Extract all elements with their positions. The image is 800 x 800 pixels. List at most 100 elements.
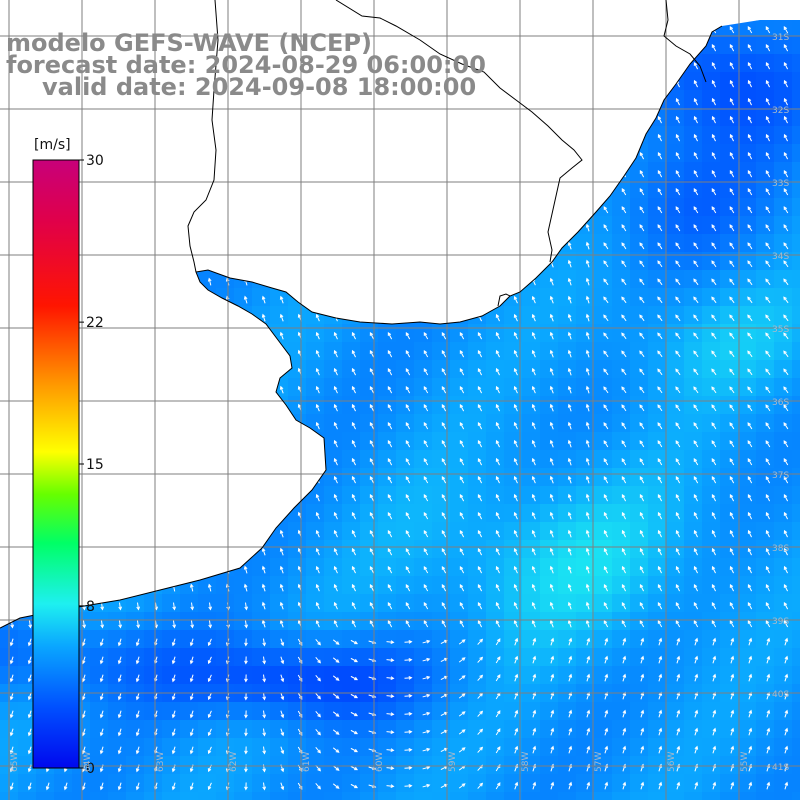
wind-arrow: [386, 748, 395, 752]
wind-arrow: [477, 728, 484, 735]
field-cell: [504, 738, 523, 757]
wind-arrow: [604, 781, 609, 790]
field-cell: [558, 576, 577, 595]
field-cell: [702, 594, 721, 613]
field-cell: [450, 324, 469, 343]
field-cell: [792, 108, 800, 127]
field-cell: [306, 558, 325, 577]
wind-arrow: [549, 457, 554, 466]
field-cell: [630, 198, 649, 217]
field-cell: [360, 324, 379, 343]
wind-arrow: [639, 422, 645, 430]
wind-arrow: [422, 657, 431, 662]
wind-arrow: [747, 296, 753, 304]
field-cell: [360, 720, 379, 739]
field-cell: [450, 666, 469, 685]
wind-arrow: [315, 783, 321, 790]
wind-arrow: [639, 169, 645, 178]
field-cell: [738, 144, 757, 163]
field-cell: [792, 144, 800, 163]
wind-arrow: [693, 296, 699, 304]
wind-arrow: [404, 694, 413, 698]
field-cell: [198, 738, 217, 757]
field-cell: [270, 558, 289, 577]
wind-arrow: [765, 368, 771, 376]
field-cell: [450, 360, 469, 379]
lon-label: 64W: [83, 752, 93, 772]
wind-arrow: [117, 638, 122, 647]
wind-arrow: [279, 331, 284, 340]
field-cell: [342, 612, 361, 631]
field-cell: [270, 648, 289, 667]
field-cell: [378, 450, 397, 469]
wind-arrow: [351, 475, 356, 484]
field-cell: [378, 630, 397, 649]
field-cell: [720, 414, 739, 433]
wind-arrow: [604, 655, 609, 664]
wind-arrow: [603, 206, 609, 214]
wind-arrow: [711, 458, 717, 466]
border-line: [497, 293, 511, 307]
colorbar-gradient: [32, 159, 80, 769]
field-cell: [234, 738, 253, 757]
wind-arrow: [422, 765, 431, 770]
field-cell: [270, 594, 289, 613]
field-cell: [540, 594, 559, 613]
wind-arrow: [693, 332, 699, 340]
wind-arrow: [729, 620, 735, 628]
wind-arrow: [747, 476, 753, 484]
field-cell: [522, 666, 541, 685]
field-cell: [216, 648, 235, 667]
wind-arrow: [189, 782, 194, 791]
field-cell: [594, 720, 613, 739]
field-cell: [756, 198, 775, 217]
wind-arrow: [585, 421, 590, 430]
wind-arrow: [459, 439, 465, 448]
wind-arrow: [441, 602, 447, 610]
wind-arrow: [369, 529, 375, 538]
field-cell: [774, 36, 793, 55]
wind-arrow: [657, 133, 662, 142]
wind-arrow: [639, 547, 644, 556]
field-cell: [720, 180, 739, 199]
wind-arrow: [603, 242, 609, 250]
field-cell: [540, 774, 559, 793]
field-cell: [558, 504, 577, 523]
wind-arrow: [189, 674, 194, 683]
field-cell: [432, 504, 451, 523]
field-cell: [234, 576, 253, 595]
wind-arrow: [495, 728, 501, 736]
field-cell: [432, 594, 451, 613]
wind-arrow: [477, 475, 483, 484]
field-cell: [270, 792, 289, 800]
field-cell: [108, 792, 127, 800]
wind-arrow: [244, 602, 249, 611]
wind-arrow: [514, 655, 519, 664]
wind-arrow: [369, 619, 375, 628]
wind-arrow: [386, 640, 395, 644]
field-cell: [162, 648, 181, 667]
field-cell: [558, 702, 577, 721]
wind-arrow: [783, 260, 789, 268]
wind-arrow: [262, 746, 267, 755]
wind-arrow: [784, 637, 789, 646]
field-cell: [684, 90, 703, 109]
wind-arrow: [765, 188, 771, 196]
wind-arrow: [9, 656, 14, 665]
wind-arrow: [405, 584, 411, 592]
field-cell: [558, 468, 577, 487]
field-cell: [684, 414, 703, 433]
field-cell: [450, 558, 469, 577]
field-cell: [450, 540, 469, 559]
field-cell: [756, 216, 775, 235]
field-cell: [792, 162, 800, 181]
wind-arrow: [693, 458, 699, 466]
wind-arrow: [386, 766, 395, 770]
wind-arrow: [568, 727, 573, 736]
field-cell: [342, 504, 361, 523]
wind-arrow: [658, 781, 663, 790]
field-cell: [738, 180, 757, 199]
field-cell: [180, 666, 199, 685]
wind-arrow: [693, 133, 698, 142]
wind-arrow: [441, 440, 447, 448]
